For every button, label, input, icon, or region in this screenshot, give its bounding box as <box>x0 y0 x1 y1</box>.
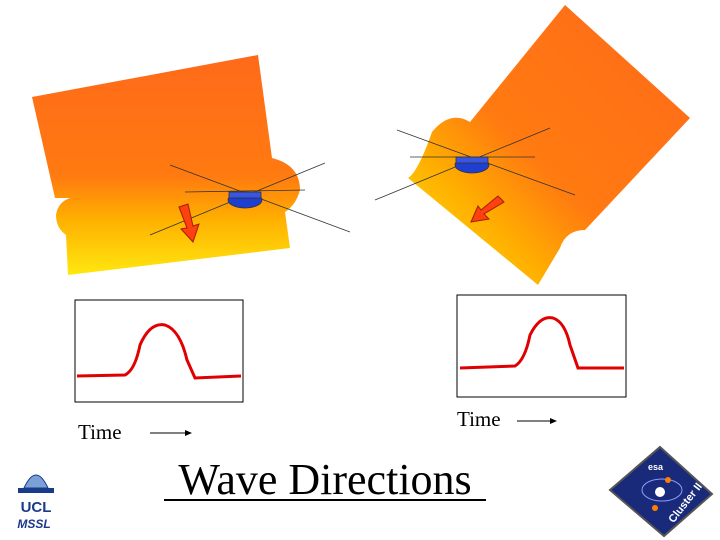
plot-frame <box>74 299 244 403</box>
logo-text: UCL <box>21 499 52 516</box>
logo-text: MSSL <box>17 517 50 531</box>
time-arrow <box>150 430 192 436</box>
plot-frame <box>456 294 627 398</box>
wave-surface <box>32 55 300 275</box>
ucl-logo: UCL MSSL <box>17 474 54 531</box>
axis-label: Time <box>457 407 501 431</box>
spacecraft <box>149 162 351 236</box>
signal-trace <box>459 316 624 370</box>
logo-text: esa <box>648 462 664 472</box>
signal-trace <box>76 323 242 380</box>
wave-arrow <box>470 195 505 223</box>
slide-title: Wave Directions <box>178 455 471 504</box>
cluster-logo: esa Cluster II <box>608 445 714 538</box>
spacecraft <box>374 127 576 201</box>
wave-arrow <box>178 203 200 243</box>
wave-surface <box>408 5 690 285</box>
time-arrow <box>517 418 557 424</box>
axis-label: Time <box>78 420 122 444</box>
